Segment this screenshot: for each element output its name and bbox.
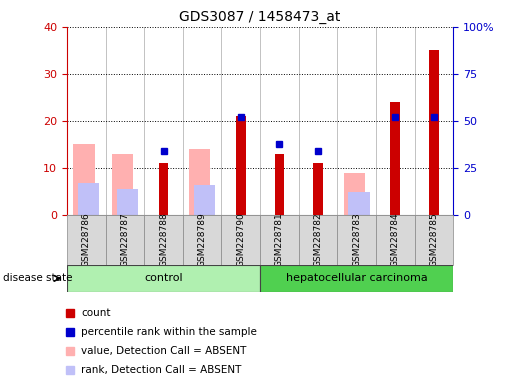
Text: GSM228786: GSM228786: [82, 213, 91, 267]
Text: GSM228784: GSM228784: [391, 213, 400, 267]
Text: hepatocellular carcinoma: hepatocellular carcinoma: [286, 273, 427, 283]
Bar: [144, 215, 183, 265]
Bar: [221, 215, 260, 265]
Title: GDS3087 / 1458473_at: GDS3087 / 1458473_at: [179, 10, 341, 25]
Text: GSM228783: GSM228783: [352, 213, 361, 267]
Bar: [313, 163, 323, 215]
Text: disease state: disease state: [3, 273, 72, 283]
Text: GSM228789: GSM228789: [198, 213, 207, 267]
Text: count: count: [81, 308, 111, 318]
Text: GSM228782: GSM228782: [314, 213, 322, 267]
Bar: [194, 185, 215, 215]
Bar: [390, 102, 400, 215]
Bar: [344, 173, 365, 215]
Bar: [78, 183, 99, 215]
Bar: [348, 192, 370, 215]
Bar: [106, 215, 144, 265]
Text: GSM228785: GSM228785: [430, 213, 438, 267]
Bar: [159, 163, 168, 215]
Text: GSM228788: GSM228788: [159, 213, 168, 267]
Bar: [67, 265, 260, 292]
Bar: [337, 215, 376, 265]
Bar: [415, 215, 453, 265]
Bar: [376, 215, 415, 265]
Bar: [299, 215, 337, 265]
Bar: [112, 154, 133, 215]
Text: GSM228781: GSM228781: [275, 213, 284, 267]
Bar: [274, 154, 284, 215]
Bar: [183, 215, 221, 265]
Bar: [73, 144, 95, 215]
Bar: [67, 215, 106, 265]
Text: GSM228790: GSM228790: [236, 213, 245, 267]
Bar: [429, 50, 439, 215]
Bar: [236, 116, 246, 215]
Text: GSM228787: GSM228787: [121, 213, 129, 267]
Text: rank, Detection Call = ABSENT: rank, Detection Call = ABSENT: [81, 365, 242, 375]
Bar: [260, 265, 453, 292]
Text: percentile rank within the sample: percentile rank within the sample: [81, 327, 258, 337]
Bar: [189, 149, 211, 215]
Bar: [116, 189, 138, 215]
Bar: [260, 215, 299, 265]
Text: control: control: [144, 273, 183, 283]
Text: value, Detection Call = ABSENT: value, Detection Call = ABSENT: [81, 346, 247, 356]
